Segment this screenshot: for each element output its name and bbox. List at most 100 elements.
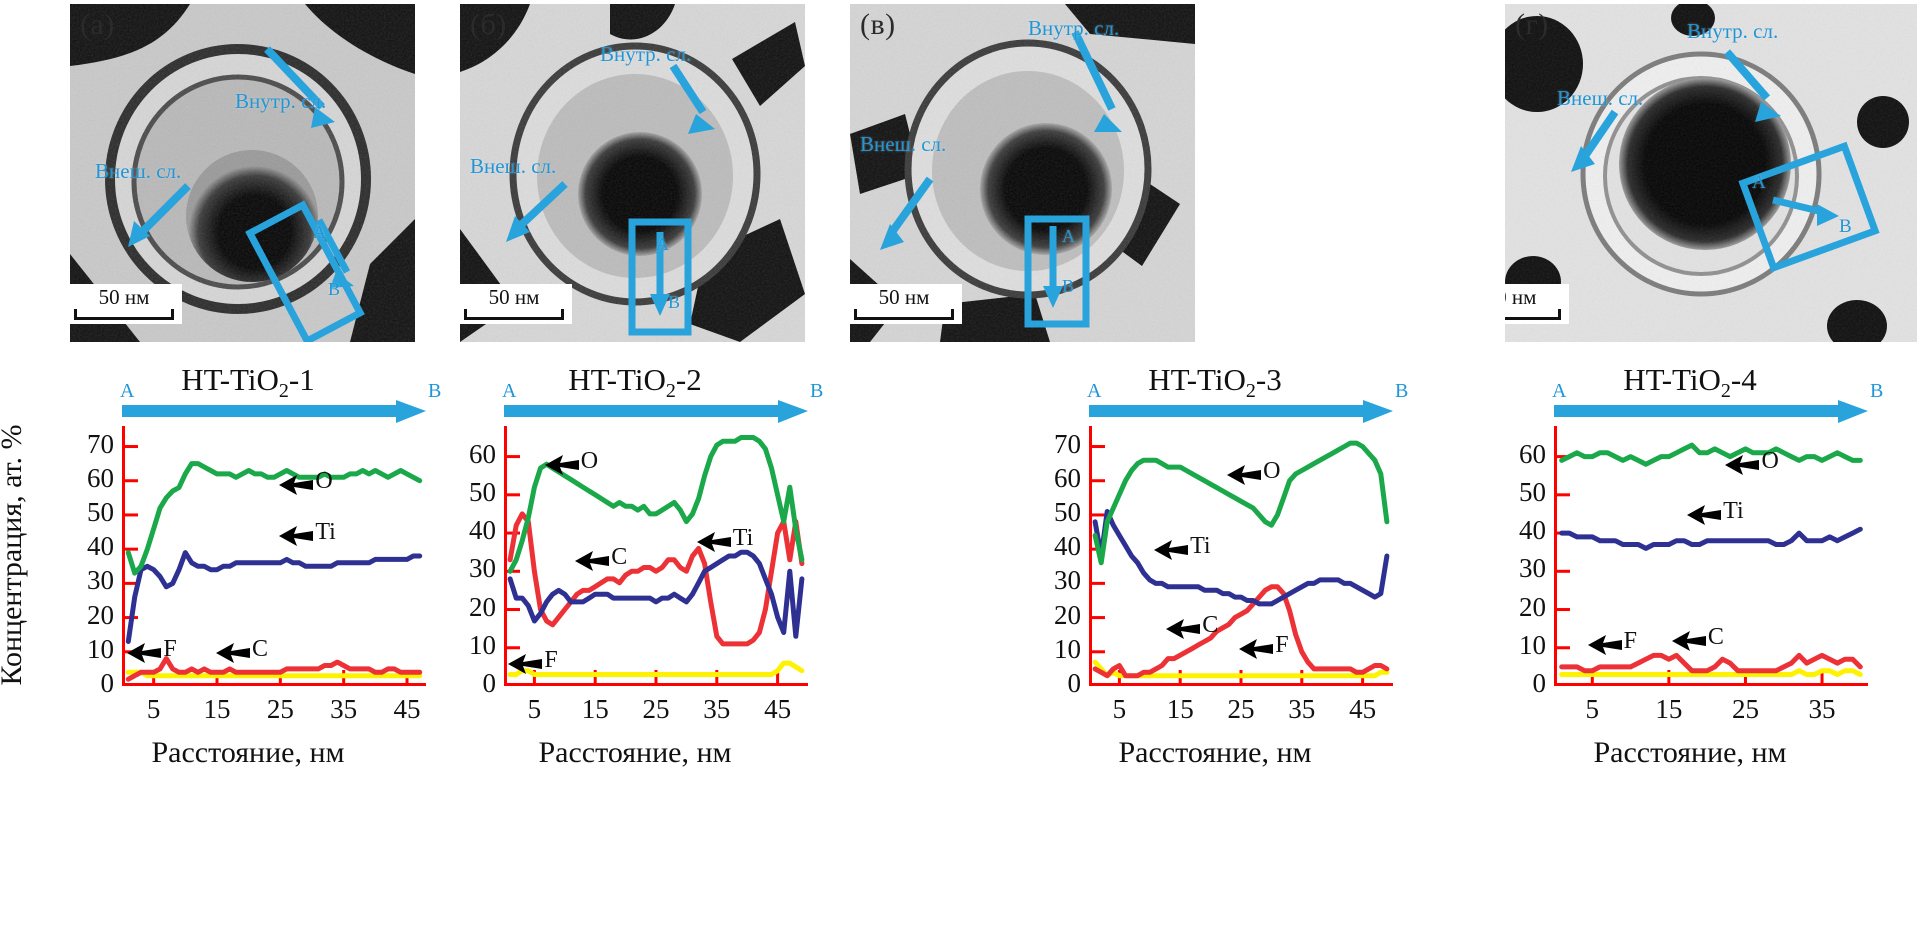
y-tick-label-4-20: 20 [1519,591,1546,622]
y-tick-label-1-20: 20 [87,599,114,630]
y-tick-label-1-40: 40 [87,531,114,562]
y-tick-label-2-10: 10 [469,629,496,660]
charts-row: Концентрация, ат. % HT-TiO2-1AB010203040… [0,348,1917,948]
annotation-arrow-icon-3-2 [1166,616,1201,642]
x-axis-label-2: Расстояние, нм [538,736,732,769]
annotation-arrow-icon-4-2 [1587,632,1622,658]
x-axis-label-1: Расстояние, нм [151,736,345,769]
x-tick-label-4-15: 15 [1655,694,1683,724]
scale-bar-text-v: 50 нм [878,285,930,309]
series-f [507,660,805,677]
x-tick-label-3-15: 15 [1166,694,1194,724]
y-tick-label-2-0: 0 [482,668,497,698]
y-tick-label-4-50: 50 [1519,476,1546,507]
series-annotation-3-ti: Ti [1190,533,1211,560]
series-ti [507,549,805,639]
scale-bar-v: 50 нм [850,284,962,325]
x-axis-label-4: Расстояние, нм [1593,736,1787,769]
series-o [1092,440,1390,566]
label-outer-layer-b: Внеш. сл. [470,154,557,178]
y-tick-label-2-30: 30 [469,553,496,584]
scale-bar-text-a: 50 нм [98,285,150,309]
y-tick-label-3-60: 60 [1054,462,1081,493]
y-tick-label-1-30: 30 [87,565,114,596]
annotation-arrow-icon-1-0 [279,472,314,498]
label-inner-layer-g: Внутр. сл. [1687,19,1779,43]
annotation-arrow-icon-2-2 [696,529,731,555]
scale-bar-b: 50 нм [460,284,572,325]
series-f [1559,668,1863,677]
label-inner-layer-v: Внутр. сл. [1028,16,1120,40]
y-axis-label: Концентрация, ат. % [0,424,28,686]
arrow-end-label-4: B [1870,380,1884,402]
point-b-label-a: B [328,279,341,299]
series-annotation-1-c: C [252,635,269,662]
x-tick-label-1-15: 15 [203,694,231,724]
micrograph-row: (а) Внутр. сл. Внеш. сл. A B 50 нм [0,0,1917,348]
series-annotation-4-o: O [1761,448,1779,475]
x-tick-label-3-35: 35 [1288,694,1316,724]
x-tick-label-3-5: 5 [1112,694,1127,724]
panel-letter-g: (г) [1515,8,1549,41]
y-tick-label-3-20: 20 [1054,599,1081,630]
x-tick-label-2-15: 15 [581,694,609,724]
y-tick-label-3-70: 70 [1054,428,1081,459]
annotation-arrow-icon-3-3 [1239,636,1274,662]
arrow-start-label-3: A [1087,380,1102,402]
point-a-label-a: A [313,222,326,242]
point-b-label-v: B [1062,276,1075,296]
y-tick-label-3-30: 30 [1054,565,1081,596]
annotation-arrow-icon-1-2 [127,640,162,666]
series-annotation-3-f: F [1275,632,1289,659]
arrow-end-label-3: B [1395,380,1409,402]
y-tick-label-2-50: 50 [469,476,496,507]
scale-bar-g: 50 нм [1505,284,1569,325]
ab-direction-arrow-1 [122,400,426,426]
series-annotation-1-f: F [163,635,177,662]
scale-bar-line-v [854,309,954,321]
x-tick-label-4-5: 5 [1585,694,1600,724]
series-ti [1559,526,1863,551]
point-a-label-v: A [1062,226,1075,246]
y-tick-label-3-40: 40 [1054,531,1081,562]
x-tick-label-4-25: 25 [1731,694,1759,724]
y-tick-label-2-60: 60 [469,438,496,469]
y-tick-label-4-40: 40 [1519,515,1546,546]
x-axis-label-3: Расстояние, нм [1118,736,1312,769]
plot-1 [122,426,426,690]
x-tick-label-4-35: 35 [1808,694,1836,724]
annotation-arrow-icon-2-3 [508,651,543,677]
x-tick-label-2-45: 45 [764,694,792,724]
y-tick-label-4-60: 60 [1519,438,1546,469]
x-tick-label-2-35: 35 [703,694,731,724]
x-tick-label-3-25: 25 [1227,694,1255,724]
plot-4 [1554,426,1868,690]
label-outer-layer-a: Внеш. сл. [95,159,182,183]
x-tick-label-1-45: 45 [393,694,421,724]
scale-bar-line-b [464,309,564,321]
series-f [125,669,423,679]
annotation-arrow-icon-4-3 [1671,628,1706,654]
chart-title-2: HT-TiO2-2 [568,362,702,403]
annotation-arrow-icon-3-1 [1154,537,1189,563]
label-outer-layer-v: Внеш. сл. [860,132,947,156]
annotation-arrow-icon-2-1 [575,548,610,574]
series-annotation-2-ti: Ti [732,524,754,551]
series-annotation-2-o: O [580,448,599,475]
y-tick-label-4-30: 30 [1519,553,1546,584]
annotation-arrow-icon-1-1 [279,523,314,549]
scale-bar-text-b: 50 нм [488,285,540,309]
series-c [125,656,423,682]
y-tick-label-3-10: 10 [1054,633,1081,664]
y-tick-label-1-60: 60 [87,462,114,493]
micrograph-panel-b: (б) Внутр. сл. Внеш. сл. A B 50 нм [460,4,805,342]
x-tick-label-1-25: 25 [266,694,294,724]
y-tick-label-3-50: 50 [1054,496,1081,527]
x-tick-label-3-45: 45 [1349,694,1377,724]
scale-bar-line-a [74,309,174,321]
series-annotation-2-f: F [544,647,558,674]
series-ti [125,550,423,644]
chart-title-4: HT-TiO2-4 [1623,362,1757,403]
plot-area-3 [1089,426,1393,686]
